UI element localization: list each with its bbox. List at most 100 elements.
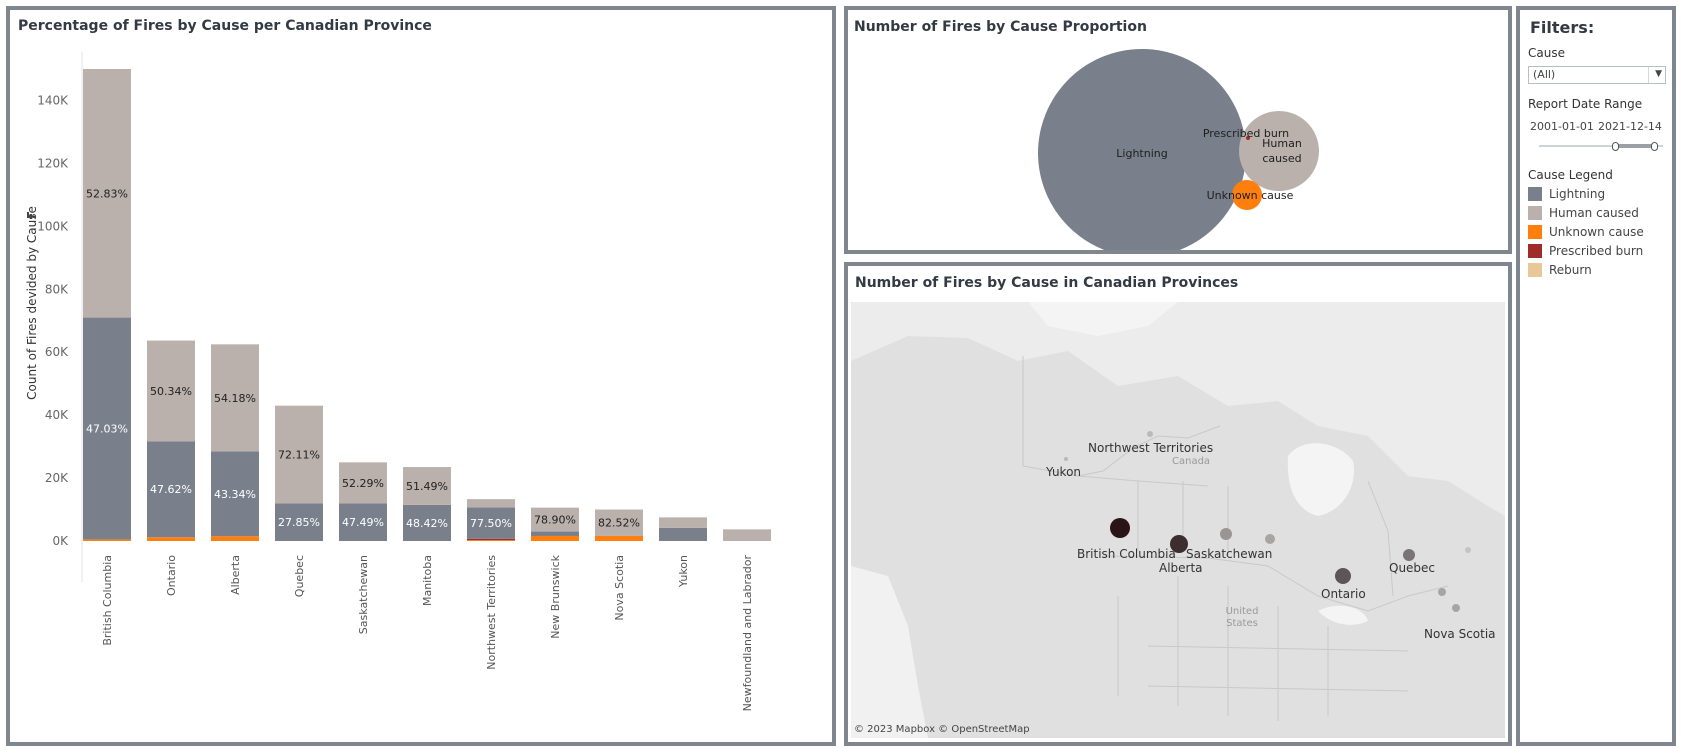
bar-segment-unknown-cause[interactable] xyxy=(595,535,643,541)
x-axis-category-label: Northwest Territories xyxy=(485,555,498,670)
x-axis-category-label: Manitoba xyxy=(421,555,434,606)
bar-chart-panel: Percentage of Fires by Cause per Canadia… xyxy=(6,6,836,746)
x-axis-labels: British Columbia Ontario Alberta Quebec Sask… xyxy=(101,554,754,711)
map-label-nova-scotia: Nova Scotia xyxy=(1424,627,1496,641)
map-point-nova-scotia[interactable] xyxy=(1452,604,1460,612)
map-water-pacific-coast xyxy=(851,566,928,738)
bar-segment-human-caused[interactable] xyxy=(275,405,323,504)
map-point-saskatchewan[interactable] xyxy=(1220,528,1232,540)
bar-segment-lightning[interactable] xyxy=(659,527,707,541)
map-point-newfoundland[interactable] xyxy=(1465,547,1471,553)
map-point-ontario[interactable] xyxy=(1335,568,1351,584)
map-label-us-line1: United xyxy=(1226,606,1259,617)
map-label-saskatchewan: Saskatchewan xyxy=(1186,547,1272,561)
map-point-manitoba[interactable] xyxy=(1265,534,1275,544)
bubble-label-human-line2: caused xyxy=(1262,152,1301,165)
bar-data-label: 27.85% xyxy=(278,516,320,529)
legend-label: Reburn xyxy=(1549,263,1592,277)
bar-segment-human-caused[interactable] xyxy=(403,467,451,505)
bar-segment-lightning[interactable] xyxy=(467,507,515,539)
date-slider-track[interactable] xyxy=(1539,145,1663,147)
map-point-nwt[interactable] xyxy=(1147,431,1153,437)
date-slider-end-handle[interactable] xyxy=(1651,142,1658,151)
bar-segment-unknown-cause[interactable] xyxy=(147,537,195,541)
bar-segment-human-caused[interactable] xyxy=(211,344,259,452)
legend-label: Lightning xyxy=(1549,187,1606,201)
bubble-lightning[interactable] xyxy=(1038,49,1246,250)
map-label-canada: Canada xyxy=(1172,456,1210,467)
map-attribution: © 2023 Mapbox © OpenStreetMap xyxy=(854,724,1030,735)
bar-segment-human-caused[interactable] xyxy=(467,499,515,508)
bar-segment-human-caused[interactable] xyxy=(595,509,643,536)
bar-segment-lightning[interactable] xyxy=(275,503,323,541)
map[interactable]: Canada United States Northwest Territori… xyxy=(848,266,1508,742)
x-axis-category-label: Nova Scotia xyxy=(613,555,626,621)
bar-segment-lightning[interactable] xyxy=(531,531,579,536)
y-tick-label: 40K xyxy=(45,408,69,422)
bar-segment-lightning[interactable] xyxy=(403,504,451,541)
legend-label: Unknown cause xyxy=(1549,225,1644,239)
bubble-label-unknown-cause: Unknown cause xyxy=(1207,189,1294,202)
filters-panel: Filters: Cause (All) ▼ Report Date Range… xyxy=(1516,6,1676,746)
bar-chart[interactable]: Count of Fires devided by Cause 0K 20K 40K… xyxy=(10,10,832,742)
date-range-start[interactable]: 2001-01-01 xyxy=(1530,120,1594,133)
x-axis-category-label: Yukon xyxy=(677,555,690,588)
map-point-new-brunswick[interactable] xyxy=(1438,588,1446,596)
y-tick-label: 20K xyxy=(45,471,69,485)
filters-title: Filters: xyxy=(1530,18,1595,37)
map-point-quebec[interactable] xyxy=(1403,549,1415,561)
bar-data-label: 51.49% xyxy=(406,480,448,493)
bar-segment-lightning[interactable] xyxy=(147,441,195,538)
bar-segment-unknown-cause[interactable] xyxy=(467,540,515,541)
x-axis-category-label: Newfoundland and Labrador xyxy=(741,555,754,712)
bubble-unknown-cause[interactable] xyxy=(1232,180,1262,210)
map-label-nwt: Northwest Territories xyxy=(1088,441,1213,455)
bubble-chart[interactable]: Lightning Prescribed burn Human caused U… xyxy=(848,10,1508,250)
date-range-end[interactable]: 2021-12-14 xyxy=(1598,120,1662,133)
bubble-label-lightning: Lightning xyxy=(1116,147,1167,160)
bar-chart-title: Percentage of Fires by Cause per Canadia… xyxy=(18,18,432,34)
map-point-alberta[interactable] xyxy=(1170,535,1188,553)
bar-segment-human-caused[interactable] xyxy=(723,529,771,541)
bar-data-label: 47.62% xyxy=(150,483,192,496)
bar-segment-prescribed-burn[interactable] xyxy=(467,538,515,541)
x-axis-category-label: Quebec xyxy=(293,555,306,597)
x-axis-category-label: Saskatchewan xyxy=(357,555,370,634)
y-axis-icon xyxy=(27,212,35,218)
bar-segment-unknown-cause[interactable] xyxy=(531,535,579,541)
bar-data-label: 47.49% xyxy=(342,516,384,529)
map-label-alberta: Alberta xyxy=(1159,561,1203,575)
bubble-label-prescribed-burn: Prescribed burn xyxy=(1203,127,1289,140)
bar-segment-human-caused[interactable] xyxy=(531,507,579,532)
bar-segment-lightning[interactable] xyxy=(211,451,259,537)
y-axis-label: Count of Fires devided by Cause xyxy=(25,206,39,400)
bar-segment-lightning[interactable] xyxy=(83,317,131,540)
legend-swatch xyxy=(1528,244,1542,258)
bar-data-label: 50.34% xyxy=(150,385,192,398)
bar-data-label: 52.83% xyxy=(86,187,128,200)
bar-segment-human-caused[interactable] xyxy=(83,69,131,318)
chevron-down-icon: ▼ xyxy=(1655,69,1662,79)
legend-label: Prescribed burn xyxy=(1549,244,1644,258)
map-water-arctic xyxy=(1028,302,1178,336)
bar-segment-human-caused[interactable] xyxy=(147,340,195,442)
map-point-yukon[interactable] xyxy=(1064,457,1068,461)
bubble-prescribed-burn[interactable] xyxy=(1246,136,1250,140)
bubble-label-human-line1: Human xyxy=(1262,137,1302,150)
cause-filter-label: Cause xyxy=(1528,46,1565,60)
map-label-bc: British Columbia xyxy=(1077,547,1176,561)
bubble-human-caused[interactable] xyxy=(1239,111,1319,191)
date-range-label: Report Date Range xyxy=(1528,97,1643,111)
cause-dropdown[interactable]: (All) ▼ xyxy=(1528,66,1666,84)
bar-data-label: 52.29% xyxy=(342,477,384,490)
date-slider-start-handle[interactable] xyxy=(1612,142,1619,151)
bars: 47.03% 52.83% 47.62% 50.34% 43.34% 54.18% 27.8… xyxy=(83,69,771,541)
bar-segment-human-caused[interactable] xyxy=(659,517,707,528)
bar-segment-unknown-cause[interactable] xyxy=(83,539,131,541)
y-tick-label: 140K xyxy=(37,93,69,107)
bar-segment-lightning[interactable] xyxy=(339,503,387,541)
map-point-bc[interactable] xyxy=(1110,518,1130,538)
legend-swatch xyxy=(1528,225,1542,239)
bar-segment-human-caused[interactable] xyxy=(339,462,387,504)
bar-segment-unknown-cause[interactable] xyxy=(211,536,259,541)
